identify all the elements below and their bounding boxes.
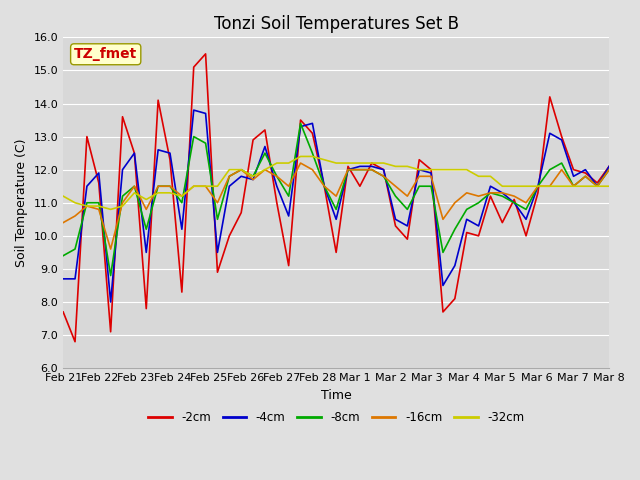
Y-axis label: Soil Temperature (C): Soil Temperature (C) — [15, 139, 28, 267]
Legend: -2cm, -4cm, -8cm, -16cm, -32cm: -2cm, -4cm, -8cm, -16cm, -32cm — [143, 406, 529, 429]
X-axis label: Time: Time — [321, 389, 351, 402]
Text: TZ_fmet: TZ_fmet — [74, 47, 138, 61]
Title: Tonzi Soil Temperatures Set B: Tonzi Soil Temperatures Set B — [214, 15, 459, 33]
